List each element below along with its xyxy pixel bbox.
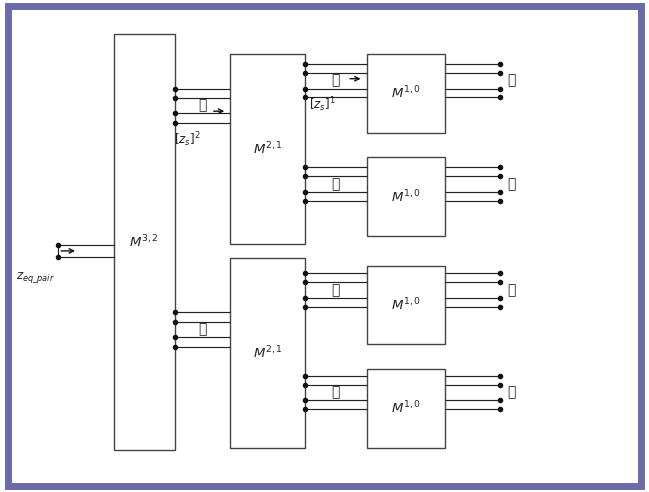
Text: $[z_s]^{1}$: $[z_s]^{1}$ <box>309 95 336 114</box>
Text: ⋮: ⋮ <box>508 386 515 400</box>
Text: $M^{3,2}$: $M^{3,2}$ <box>130 234 159 250</box>
FancyBboxPatch shape <box>8 6 641 486</box>
Text: $[z_s]^{2}$: $[z_s]^{2}$ <box>174 130 201 149</box>
Text: ⋮: ⋮ <box>508 177 515 191</box>
Text: ⋮: ⋮ <box>199 98 207 112</box>
Text: $M^{2,1}$: $M^{2,1}$ <box>252 345 283 361</box>
Text: ⋮: ⋮ <box>508 74 515 88</box>
Bar <box>367 54 445 133</box>
Text: $M^{1,0}$: $M^{1,0}$ <box>391 85 421 102</box>
Bar <box>230 54 305 244</box>
Text: ⋮: ⋮ <box>332 177 340 191</box>
Bar <box>230 258 305 448</box>
Bar <box>367 157 445 236</box>
Text: ⋮: ⋮ <box>508 283 515 297</box>
Text: $M^{2,1}$: $M^{2,1}$ <box>252 141 283 157</box>
Bar <box>367 266 445 344</box>
Text: $z_{eq\_pair}$: $z_{eq\_pair}$ <box>16 271 55 285</box>
Bar <box>367 369 445 448</box>
Bar <box>114 34 175 450</box>
Text: $M^{1,0}$: $M^{1,0}$ <box>391 400 421 417</box>
Text: ⋮: ⋮ <box>199 322 207 336</box>
Text: ⋮: ⋮ <box>332 74 340 88</box>
Text: ⋮: ⋮ <box>332 386 340 400</box>
Text: $M^{1,0}$: $M^{1,0}$ <box>391 297 421 313</box>
Text: ⋮: ⋮ <box>332 283 340 297</box>
Text: $M^{1,0}$: $M^{1,0}$ <box>391 188 421 205</box>
